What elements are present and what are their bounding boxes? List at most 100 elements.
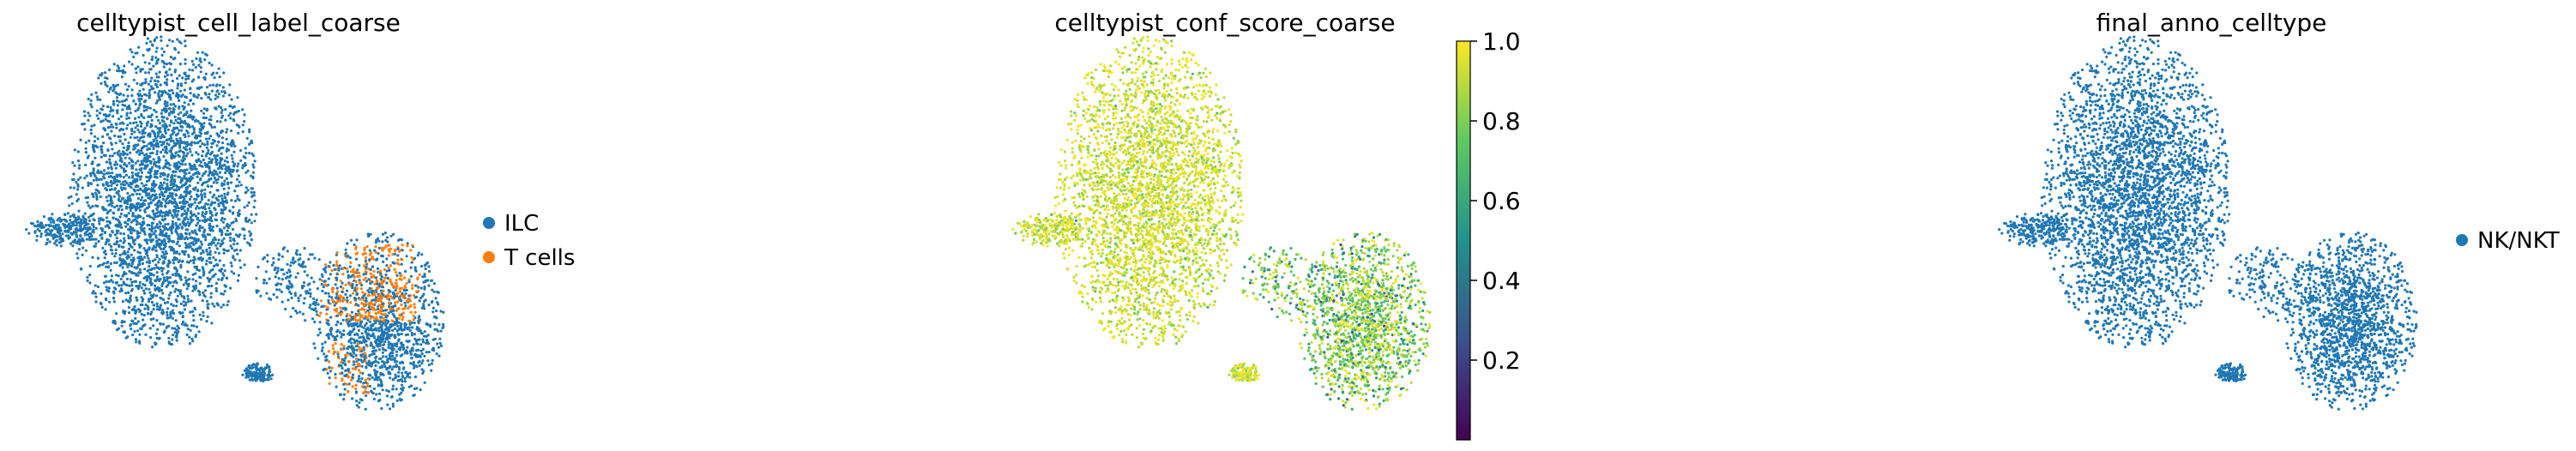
- panel1-point: [219, 75, 221, 78]
- panel1-point: [383, 317, 385, 320]
- panel1-point: [160, 135, 163, 138]
- panel1-point: [216, 264, 219, 267]
- panel1-point: [99, 264, 101, 267]
- panel1-point: [115, 249, 118, 251]
- panel1-point: [328, 360, 330, 363]
- panel1-point: [77, 178, 80, 181]
- panel1-point: [214, 106, 217, 109]
- panel1-point: [141, 182, 143, 184]
- panel1-point: [123, 262, 125, 265]
- panel1-point: [100, 82, 102, 85]
- panel1-point: [113, 195, 116, 198]
- panel1-point: [391, 395, 394, 398]
- panel1-point: [153, 308, 155, 310]
- panel1-point: [106, 183, 108, 186]
- panel1-point: [184, 242, 187, 244]
- panel1-point: [128, 248, 130, 250]
- panel1-point: [179, 264, 182, 267]
- panel1-point: [195, 280, 197, 282]
- panel1-point: [148, 179, 150, 182]
- panel1-point: [238, 274, 240, 277]
- panel1-point: [156, 256, 159, 258]
- panel1-point: [321, 349, 323, 352]
- panel1-point: [140, 256, 142, 258]
- panel1-point: [250, 221, 253, 224]
- panel1-point: [116, 69, 118, 72]
- panel1-point: [266, 364, 268, 366]
- panel1-point: [96, 95, 99, 98]
- panel1-point: [123, 133, 125, 135]
- panel1-point: [150, 318, 153, 321]
- panel1-point: [153, 232, 155, 235]
- panel1-point: [185, 154, 188, 157]
- panel1-point: [116, 205, 118, 207]
- panel1-point: [388, 244, 390, 246]
- panel1-point: [134, 312, 136, 315]
- panel1-point: [186, 295, 189, 298]
- panel1-point: [91, 105, 94, 108]
- panel1-point: [178, 259, 181, 262]
- panel1-point: [193, 198, 196, 201]
- panel1-point: [166, 307, 169, 310]
- panel1-point: [158, 287, 160, 290]
- panel1-point: [401, 244, 404, 246]
- panel1-point: [205, 262, 208, 265]
- panel1-point: [169, 292, 172, 294]
- panel1-point: [148, 68, 151, 70]
- panel1-point: [370, 268, 372, 271]
- panel1-point: [181, 311, 184, 314]
- panel1-point: [129, 152, 131, 154]
- panel1-point: [159, 184, 161, 187]
- panel1-point: [119, 140, 122, 142]
- panel1-point: [120, 284, 123, 286]
- panel1-point: [255, 368, 257, 370]
- panel1-point: [224, 269, 226, 272]
- panel1-point: [233, 258, 236, 261]
- panel1-point: [173, 156, 176, 159]
- panel1-point: [138, 222, 141, 225]
- panel1-point: [124, 183, 126, 186]
- panel1-point: [128, 176, 130, 178]
- panel1-point: [113, 300, 116, 303]
- panel1-point: [404, 380, 407, 382]
- panel1-point: [419, 360, 421, 363]
- panel1-point: [232, 206, 234, 208]
- panel1-point: [246, 241, 249, 244]
- panel1-point: [400, 274, 402, 276]
- panel1-point: [189, 310, 191, 313]
- panel1-title: celltypist_cell_label_coarse: [76, 9, 401, 37]
- panel1-point: [190, 99, 192, 101]
- panel1-point: [350, 337, 353, 340]
- panel1-point: [202, 76, 205, 79]
- panel1-point: [89, 174, 92, 177]
- panel1-point: [192, 116, 195, 118]
- panel1-point: [419, 356, 422, 358]
- panel1-point: [129, 122, 131, 124]
- panel1-point: [156, 75, 159, 78]
- panel1-point: [361, 332, 364, 334]
- panel1-point: [365, 273, 367, 275]
- panel1-point: [215, 219, 218, 221]
- panel1-point: [198, 229, 201, 232]
- panel1-point: [222, 264, 225, 267]
- panel1-point: [250, 141, 253, 144]
- panel1-point: [194, 308, 196, 310]
- panel1-point: [197, 75, 200, 78]
- panel1-point: [213, 181, 215, 183]
- panel1-point: [365, 382, 367, 384]
- panel1-point: [171, 338, 173, 340]
- panel1-point: [150, 201, 153, 203]
- panel1-point: [94, 92, 97, 94]
- panel1-point: [163, 65, 166, 68]
- panel1-point: [152, 238, 154, 241]
- panel1-point: [116, 99, 118, 102]
- panel1-point: [355, 284, 358, 286]
- panel1-point: [52, 225, 55, 227]
- panel1-point: [160, 175, 162, 177]
- panel1-point: [68, 204, 70, 207]
- panel1-point: [411, 244, 413, 247]
- panel1-point: [124, 83, 127, 86]
- panel1-point: [139, 188, 142, 190]
- panel1-point: [196, 218, 199, 220]
- panel1-point: [188, 69, 190, 71]
